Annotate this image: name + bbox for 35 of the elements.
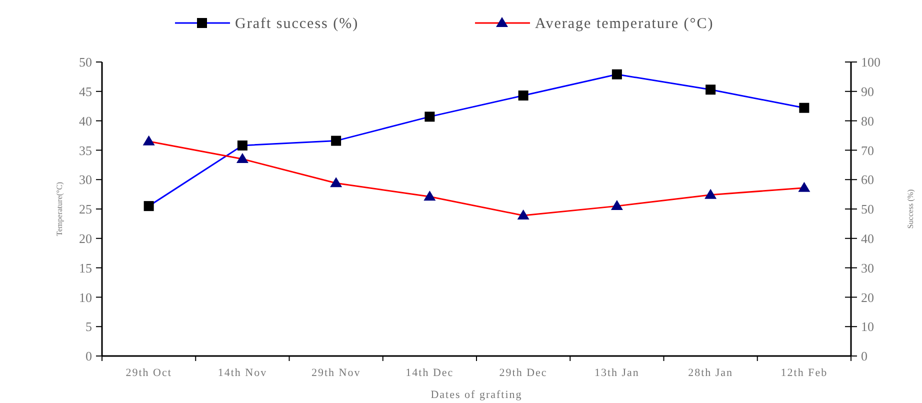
legend-label: Graft success (%) [235, 16, 359, 32]
y-tick-label: 40 [79, 113, 92, 128]
x-tick-label: 29th Oct [126, 367, 172, 379]
y2-tick-label: 70 [861, 142, 874, 158]
y-tick-label: 0 [86, 348, 92, 364]
y-tick-label: 10 [79, 290, 92, 305]
y-tick-label: 45 [79, 84, 92, 99]
y-tick-label: 25 [79, 202, 92, 217]
y2-axis-title: Success (%) [906, 189, 915, 229]
y2-tick-label: 50 [861, 202, 874, 217]
y-tick-label: 35 [79, 142, 92, 158]
x-tick-label: 29th Dec [499, 367, 548, 379]
y-tick-label: 15 [79, 260, 92, 276]
y2-tick-label: 90 [861, 84, 874, 99]
y2-tick-label: 20 [861, 290, 874, 305]
x-tick-label: 13th Jan [594, 367, 640, 379]
y2-tick-label: 10 [861, 319, 874, 334]
y-tick-label: 50 [79, 54, 92, 70]
y2-tick-label: 100 [861, 54, 880, 70]
x-tick-label: 12th Feb [780, 367, 828, 379]
y2-tick-label: 30 [861, 260, 874, 276]
y-tick-label: 5 [86, 319, 92, 334]
y-tick-label: 30 [79, 172, 92, 188]
x-tick-label: 28th Jan [688, 367, 734, 379]
x-tick-label: 14th Dec [406, 367, 454, 379]
legend-label: Average temperature (°C) [535, 16, 714, 32]
y2-tick-label: 80 [861, 113, 874, 128]
x-tick-label: 14th Nov [218, 367, 268, 379]
x-axis-title: Dates of grafting [430, 389, 522, 401]
y2-tick-label: 0 [861, 348, 868, 364]
y-tick-label: 20 [79, 230, 92, 246]
x-tick-label: 29th Nov [311, 367, 361, 379]
y2-tick-label: 60 [861, 172, 874, 188]
y-axis-title: Temperature(°C) [55, 182, 64, 236]
y2-tick-label: 40 [861, 230, 874, 246]
